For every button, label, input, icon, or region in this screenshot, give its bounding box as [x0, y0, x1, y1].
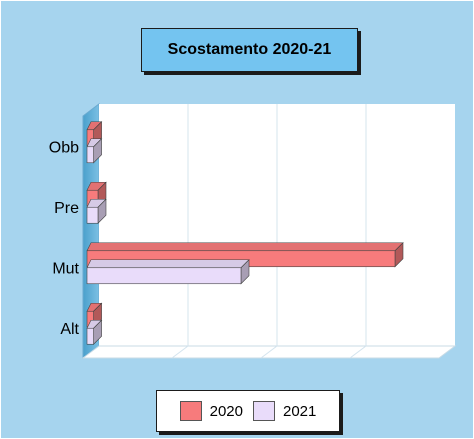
bar-alt-2021	[86, 327, 94, 345]
bar-obb-2021	[86, 146, 94, 164]
legend-label-2020: 2020	[209, 402, 243, 420]
legend-label-2021: 2021	[283, 402, 317, 420]
tick-label-mut: Mut	[52, 260, 79, 277]
floor-gridline	[349, 345, 367, 359]
floor-gridline	[260, 345, 278, 359]
tick-label-alt: Alt	[60, 321, 79, 338]
floor-gridline	[171, 345, 189, 359]
bar-pre-2021	[86, 206, 99, 224]
category-ticks: Obb Pre Mut Alt	[49, 139, 80, 338]
legend-swatch-2021	[253, 401, 275, 421]
bar-mut-2021-top	[86, 259, 250, 269]
chart-title: Scostamento 2020-21	[141, 28, 358, 72]
bar-mut-2020-top	[86, 242, 404, 252]
legend-swatch-2020	[179, 401, 202, 421]
legend-item-2020: 2020	[179, 401, 243, 421]
legend: 2020 2021	[156, 390, 340, 432]
bars	[86, 121, 404, 345]
bar-mut-2021	[86, 267, 242, 285]
legend-item-2021: 2021	[253, 401, 316, 421]
gridlines	[171, 104, 367, 359]
tick-label-pre: Pre	[54, 200, 79, 217]
tick-label-obb: Obb	[49, 139, 79, 156]
